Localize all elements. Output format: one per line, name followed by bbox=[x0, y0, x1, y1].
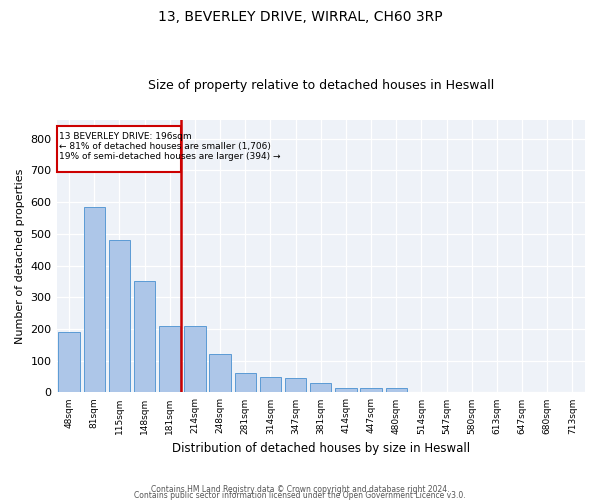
Bar bbox=[235, 374, 256, 392]
Bar bbox=[310, 383, 331, 392]
Bar bbox=[58, 332, 80, 392]
Bar bbox=[361, 388, 382, 392]
Text: Contains public sector information licensed under the Open Government Licence v3: Contains public sector information licen… bbox=[134, 490, 466, 500]
Title: Size of property relative to detached houses in Heswall: Size of property relative to detached ho… bbox=[148, 79, 494, 92]
Bar bbox=[184, 326, 206, 392]
Y-axis label: Number of detached properties: Number of detached properties bbox=[15, 168, 25, 344]
Text: 13, BEVERLEY DRIVE, WIRRAL, CH60 3RP: 13, BEVERLEY DRIVE, WIRRAL, CH60 3RP bbox=[158, 10, 442, 24]
X-axis label: Distribution of detached houses by size in Heswall: Distribution of detached houses by size … bbox=[172, 442, 470, 455]
Bar bbox=[285, 378, 307, 392]
Text: 13 BEVERLEY DRIVE: 196sqm: 13 BEVERLEY DRIVE: 196sqm bbox=[59, 132, 191, 140]
Bar bbox=[260, 376, 281, 392]
Bar bbox=[386, 388, 407, 392]
Bar bbox=[335, 388, 356, 392]
Bar bbox=[83, 207, 105, 392]
Text: Contains HM Land Registry data © Crown copyright and database right 2024.: Contains HM Land Registry data © Crown c… bbox=[151, 484, 449, 494]
Bar bbox=[134, 282, 155, 393]
Text: 19% of semi-detached houses are larger (394) →: 19% of semi-detached houses are larger (… bbox=[59, 152, 280, 161]
Bar bbox=[109, 240, 130, 392]
Bar bbox=[209, 354, 231, 393]
Text: ← 81% of detached houses are smaller (1,706): ← 81% of detached houses are smaller (1,… bbox=[59, 142, 271, 151]
Bar bbox=[159, 326, 181, 392]
Bar bbox=[56, 126, 181, 172]
